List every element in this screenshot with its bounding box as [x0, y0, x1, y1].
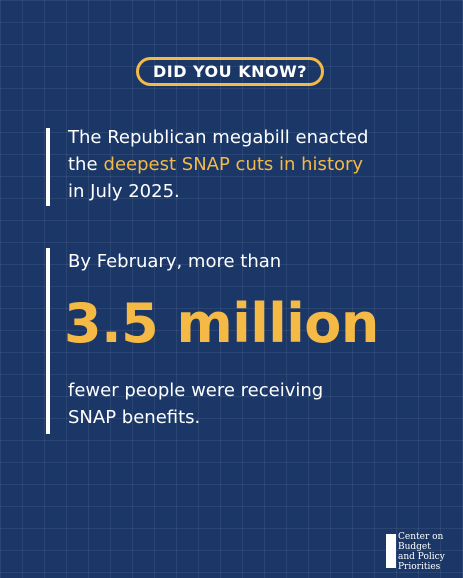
logo: Center on Budget and Policy Priorities [398, 532, 445, 572]
accent-bar [46, 128, 50, 206]
accent-bar [46, 248, 50, 434]
statement-line: The Republican megabill enacted [68, 127, 369, 148]
logo-line: Priorities [398, 562, 441, 572]
stat-figure: 3.5 million [64, 292, 379, 355]
logo-mark [386, 534, 396, 568]
logo-line: Center on [398, 532, 444, 542]
stat-outro-line: SNAP benefits. [68, 407, 201, 428]
stat-intro: By February, more than [68, 251, 282, 272]
statement-line: the deepest SNAP cuts in history [68, 151, 368, 178]
logo-line: Budget [398, 542, 431, 552]
statement-highlight: deepest SNAP cuts in history [103, 154, 364, 175]
statement-line: in July 2025. [68, 181, 180, 202]
badge: DID YOU KNOW? [136, 57, 324, 86]
stat-outro: fewer people were receiving SNAP benefit… [68, 377, 323, 431]
logo-line: and Policy [398, 552, 445, 562]
stat-outro-line: fewer people were receiving [68, 380, 324, 401]
statement-lead: the [68, 154, 98, 175]
statement: The Republican megabill enacted the deepe… [68, 124, 368, 205]
